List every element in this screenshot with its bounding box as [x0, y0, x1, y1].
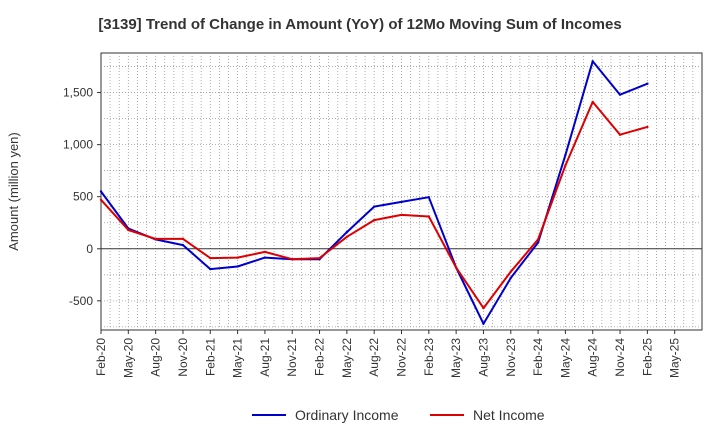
- x-tick-label: Nov-23: [504, 338, 518, 377]
- data-point: [646, 125, 649, 129]
- chart-title: [3139] Trend of Change in Amount (YoY) o…: [98, 16, 622, 33]
- x-tick-label: May-22: [340, 338, 354, 378]
- data-point: [345, 235, 349, 238]
- data-point: [536, 238, 540, 241]
- x-tick-label: May-21: [231, 338, 245, 378]
- data-point: [509, 276, 512, 280]
- data-point: [482, 322, 485, 325]
- data-point: [400, 213, 403, 217]
- data-point: [99, 190, 103, 193]
- y-tick-label: 0: [86, 242, 93, 256]
- x-tick-label: Nov-20: [176, 338, 190, 377]
- data-point: [291, 257, 294, 261]
- x-tick-label: Feb-21: [203, 338, 217, 376]
- y-tick-label: 1,000: [63, 138, 93, 152]
- data-point: [127, 228, 130, 232]
- data-point: [372, 205, 376, 208]
- data-point: [509, 270, 512, 273]
- y-tick-label: -500: [69, 294, 93, 308]
- data-point: [209, 256, 212, 260]
- data-point: [454, 266, 458, 269]
- x-tick-label: May-24: [558, 338, 572, 378]
- data-point: [400, 200, 403, 204]
- x-tick-label: Feb-24: [531, 338, 545, 376]
- x-tick-label: May-25: [668, 338, 682, 378]
- y-tick-label: 500: [73, 190, 93, 204]
- x-tick-label: Feb-23: [422, 338, 436, 376]
- data-point: [618, 133, 622, 136]
- y-axis-title: Amount (million yen): [6, 132, 21, 251]
- data-point: [427, 215, 431, 218]
- x-tick-label: Nov-24: [613, 338, 627, 377]
- x-tick-label: Feb-22: [313, 338, 327, 376]
- x-tick-label: May-23: [449, 338, 463, 378]
- x-tick-label: May-20: [121, 338, 135, 378]
- legend-label: Net Income: [473, 407, 545, 423]
- legend-label: Ordinary Income: [295, 407, 399, 423]
- data-point: [236, 265, 239, 268]
- data-point: [591, 100, 594, 104]
- data-point: [646, 82, 649, 85]
- y-tick-label: 1,500: [63, 86, 93, 100]
- data-point: [99, 198, 103, 202]
- x-tick-label: Nov-21: [285, 338, 299, 377]
- data-point: [372, 218, 376, 222]
- data-point: [154, 237, 157, 241]
- data-point: [564, 153, 567, 157]
- x-tick-label: Aug-20: [149, 338, 163, 377]
- data-point: [564, 164, 567, 167]
- data-point: [236, 256, 239, 259]
- data-point: [263, 256, 267, 259]
- data-point: [591, 60, 594, 63]
- data-point: [181, 237, 185, 241]
- data-point: [345, 230, 349, 234]
- data-point: [536, 241, 540, 244]
- x-tick-label: Aug-23: [476, 338, 490, 377]
- data-point: [318, 256, 321, 260]
- data-point: [427, 196, 431, 199]
- x-tick-label: Aug-22: [367, 338, 381, 377]
- x-tick-label: Feb-25: [640, 338, 654, 376]
- data-point: [482, 306, 485, 310]
- x-tick-label: Aug-21: [258, 338, 272, 377]
- data-point: [209, 267, 212, 271]
- data-point: [618, 93, 622, 96]
- x-tick-label: Aug-24: [586, 338, 600, 377]
- data-point: [263, 250, 267, 254]
- x-tick-label: Nov-22: [395, 338, 409, 377]
- data-point: [181, 243, 185, 247]
- x-tick-label: Feb-20: [94, 338, 108, 376]
